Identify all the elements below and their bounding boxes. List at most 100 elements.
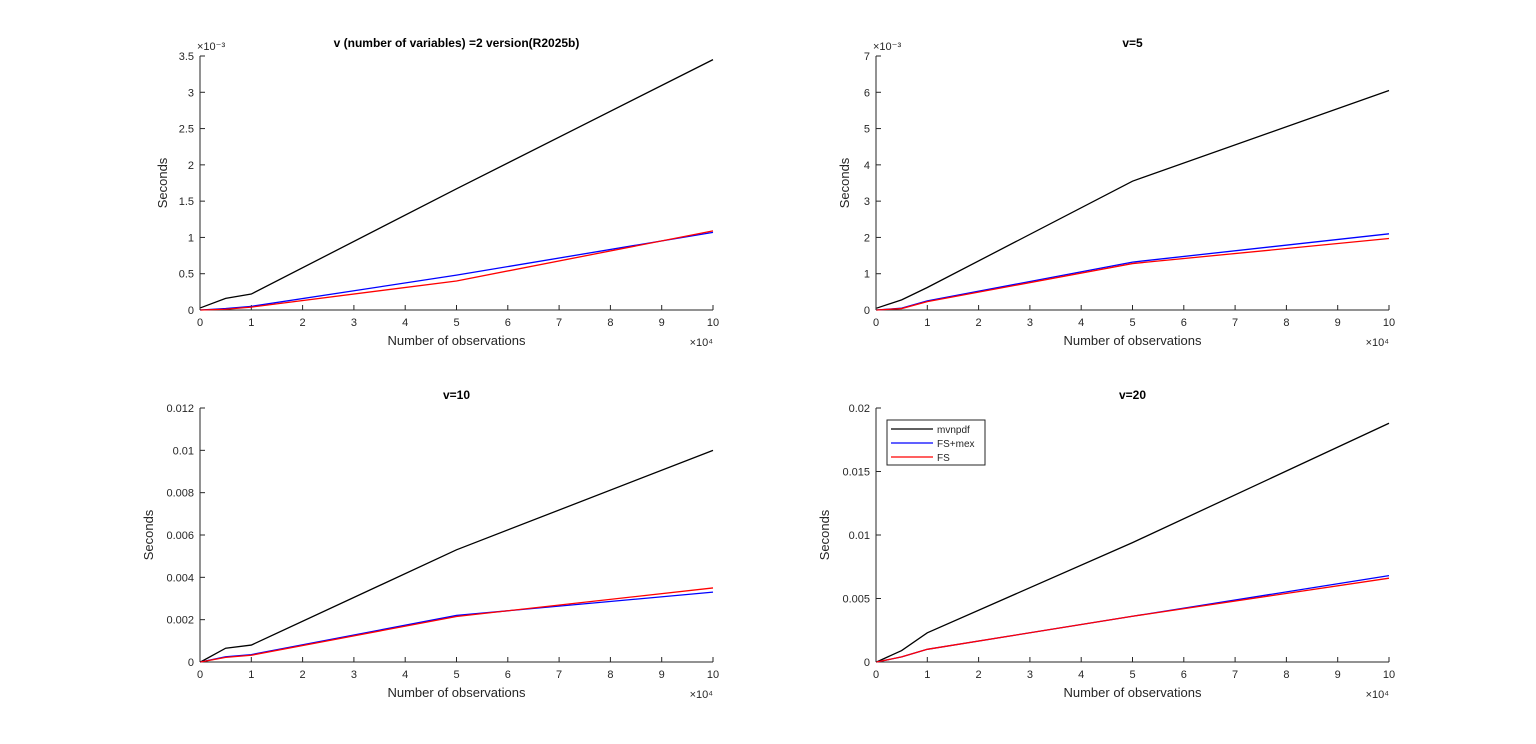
x-tick-label: 10 (707, 669, 719, 681)
y-tick-label: 0.5 (179, 269, 194, 281)
x-tick-label: 0 (873, 669, 879, 681)
y-tick-label: 1 (864, 269, 870, 281)
x-tick-label: 7 (1232, 669, 1238, 681)
x-axis-label: Number of observations (1063, 333, 1202, 348)
series-line-fs-mex (200, 591, 714, 663)
legend-entry: FS (937, 453, 950, 464)
series-line-mvnpdf (876, 422, 1390, 663)
x-tick-label: 5 (1129, 669, 1135, 681)
x-exponent-label: ×10⁴ (1366, 689, 1390, 701)
series-line-fs-mex (876, 574, 1390, 663)
x-tick-label: 9 (659, 669, 665, 681)
x-tick-label: 9 (659, 317, 665, 329)
y-tick-label: 4 (864, 160, 870, 172)
legend-entry: mvnpdf (937, 425, 970, 436)
x-tick-label: 1 (924, 669, 930, 681)
x-exponent-label: ×10⁴ (690, 689, 714, 701)
legend-entry: FS+mex (937, 439, 975, 450)
y-tick-label: 0.01 (849, 530, 870, 542)
x-tick-label: 4 (1078, 317, 1084, 329)
x-exponent-label: ×10⁴ (1366, 337, 1390, 349)
y-tick-label: 6 (864, 87, 870, 99)
y-tick-label: 1 (188, 232, 194, 244)
x-tick-label: 2 (976, 669, 982, 681)
x-tick-label: 6 (1181, 669, 1187, 681)
x-axis-label: Number of observations (1063, 685, 1202, 700)
x-tick-label: 4 (402, 317, 408, 329)
x-axis-label: Number of observations (387, 333, 526, 348)
x-tick-label: 0 (197, 669, 203, 681)
y-tick-label: 0.015 (842, 467, 870, 479)
x-exponent-label: ×10⁴ (690, 337, 714, 349)
y-tick-label: 3 (864, 196, 870, 208)
series-line-mvnpdf (200, 59, 714, 309)
x-tick-label: 1 (248, 317, 254, 329)
y-tick-label: 0.012 (166, 403, 194, 415)
subplot-4: 0 1 2 3 4 5 6 7 8 9 10 0 0.005 0.01 0.015 0.02 ×10⁴ Numbe… (817, 388, 1395, 701)
x-tick-label: 7 (556, 669, 562, 681)
y-tick-label: 3 (188, 87, 194, 99)
x-tick-label: 3 (351, 669, 357, 681)
series-line-fs (200, 587, 714, 663)
x-tick-label: 5 (453, 317, 459, 329)
x-tick-label: 8 (607, 317, 613, 329)
x-tick-label: 2 (300, 317, 306, 329)
chart-title: v=10 (443, 388, 470, 402)
y-tick-label: 0.002 (166, 615, 194, 627)
x-tick-label: 7 (556, 317, 562, 329)
y-tick-label: 2.5 (179, 124, 194, 136)
y-tick-label: 3.5 (179, 51, 194, 63)
x-tick-label: 2 (300, 669, 306, 681)
y-tick-label: 0.02 (849, 403, 870, 415)
series-line-mvnpdf (876, 89, 1390, 309)
x-tick-label: 3 (351, 317, 357, 329)
y-tick-label: 0.006 (166, 530, 194, 542)
x-tick-label: 6 (505, 669, 511, 681)
x-tick-label: 0 (197, 317, 203, 329)
series-line-mvnpdf (200, 449, 714, 663)
x-tick-label: 9 (1335, 669, 1341, 681)
x-tick-label: 4 (1078, 669, 1084, 681)
y-tick-label: 0 (864, 657, 870, 669)
x-tick-label: 8 (1283, 317, 1289, 329)
series-line-fs-mex (876, 233, 1390, 311)
y-exponent-label: ×10⁻³ (197, 41, 225, 53)
x-tick-label: 5 (453, 669, 459, 681)
y-tick-label: 7 (864, 51, 870, 63)
legend: mvnpdf FS+mex FS (886, 419, 986, 466)
x-tick-label: 10 (707, 317, 719, 329)
x-tick-label: 3 (1027, 669, 1033, 681)
x-tick-label: 1 (248, 669, 254, 681)
x-tick-label: 6 (505, 317, 511, 329)
y-tick-label: 5 (864, 124, 870, 136)
subplot-3: 0 1 2 3 4 5 6 7 8 9 10 0 0.002 0.004 0.006 0.008 0.01 0.0… (141, 388, 719, 701)
subplot-1: 0 1 2 3 4 5 6 7 8 9 10 0 0.5 1 1.5 2 2.5 3 3.5 ×10⁴ ×10⁻³ Num… (155, 36, 719, 349)
y-tick-label: 0.008 (166, 488, 194, 500)
x-tick-label: 3 (1027, 317, 1033, 329)
chart-title: v (number of variables) =2 version(R2025… (334, 36, 580, 50)
x-tick-label: 10 (1383, 669, 1395, 681)
y-tick-label: 1.5 (179, 196, 194, 208)
x-tick-label: 8 (607, 669, 613, 681)
x-tick-label: 2 (976, 317, 982, 329)
y-tick-label: 2 (188, 160, 194, 172)
y-axis-label: Seconds (155, 157, 170, 208)
y-tick-label: 0.01 (173, 445, 194, 457)
y-tick-label: 0.005 (842, 594, 870, 606)
x-axis-label: Number of observations (387, 685, 526, 700)
chart-title: v=5 (1122, 36, 1143, 50)
series-line-fs (876, 237, 1390, 311)
y-axis-label: Seconds (837, 157, 852, 208)
series-line-fs (200, 230, 714, 311)
y-tick-label: 0.004 (166, 572, 194, 584)
y-tick-label: 2 (864, 232, 870, 244)
y-tick-label: 0 (188, 657, 194, 669)
x-tick-label: 1 (924, 317, 930, 329)
y-tick-label: 0 (864, 305, 870, 317)
chart-title: v=20 (1119, 388, 1146, 402)
y-axis-label: Seconds (141, 509, 156, 560)
x-tick-label: 7 (1232, 317, 1238, 329)
series-line-fs-mex (200, 231, 714, 311)
